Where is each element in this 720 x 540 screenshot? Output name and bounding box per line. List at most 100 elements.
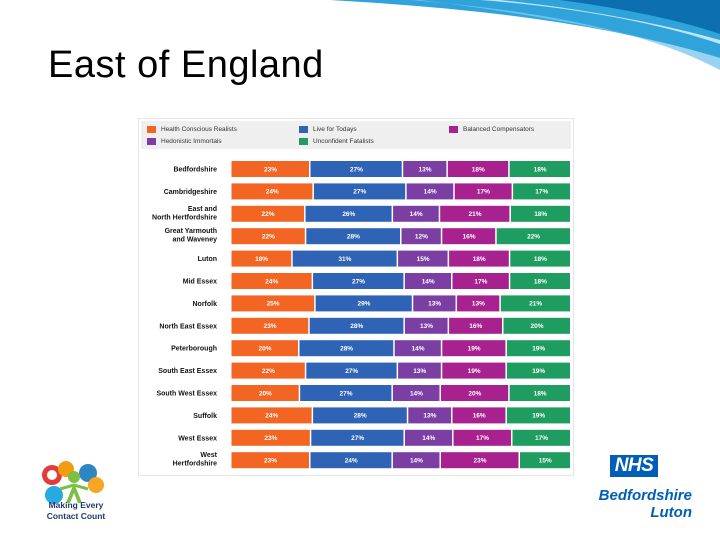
bar-value-label: 23% bbox=[264, 323, 277, 330]
bar-south-east-essex-unconfident-fatalists bbox=[506, 362, 570, 379]
bar-value-label: 16% bbox=[462, 234, 475, 241]
bar-bedfordshire-live-for-todays bbox=[310, 161, 402, 177]
row-label-south-west-essex: South West Essex bbox=[156, 391, 217, 398]
bar-value-label: 15% bbox=[539, 458, 552, 465]
bar-west-hertfordshire-health-conscious-realists bbox=[231, 452, 309, 469]
legend-item-balanced-compensators: Balanced Compensators bbox=[449, 126, 534, 133]
row-label-west-hertfordshire: West Hertfordshire bbox=[173, 452, 218, 468]
bar-value-label: 17% bbox=[535, 189, 548, 196]
bar-value-label: 17% bbox=[535, 435, 548, 442]
bar-bedfordshire-health-conscious-realists bbox=[231, 161, 309, 177]
row-label-suffolk: Suffolk bbox=[193, 413, 217, 420]
bar-value-label: 17% bbox=[474, 278, 487, 285]
bar-value-label: 20% bbox=[530, 323, 543, 330]
bar-value-label: 24% bbox=[266, 189, 279, 196]
bar-value-label: 28% bbox=[340, 346, 353, 353]
bar-cambridgeshire-live-for-todays bbox=[313, 183, 406, 200]
bar-east-and-north-hertfordshire-health-conscious-realists bbox=[231, 205, 305, 222]
bar-luton-unconfident-fatalists bbox=[510, 250, 570, 267]
bar-west-essex-balanced-compensators bbox=[453, 429, 512, 446]
bar-value-label: 23% bbox=[264, 166, 277, 173]
bar-cambridgeshire-unconfident-fatalists bbox=[513, 183, 570, 200]
bar-value-label: 13% bbox=[428, 301, 441, 308]
nhs-logo: NHS bbox=[610, 455, 658, 477]
legend-swatch bbox=[299, 138, 308, 145]
bar-bedfordshire-unconfident-fatalists bbox=[509, 161, 570, 177]
legend-label: Health Conscious Realists bbox=[161, 126, 237, 133]
bar-south-west-essex-unconfident-fatalists bbox=[509, 385, 570, 401]
row-label-norfolk: Norfolk bbox=[193, 301, 218, 308]
bar-south-west-essex-health-conscious-realists bbox=[231, 385, 299, 401]
bar-mid-essex-live-for-todays bbox=[313, 273, 404, 289]
bar-value-label: 14% bbox=[410, 458, 423, 465]
bar-norfolk-hedonistic-immortals bbox=[413, 295, 456, 312]
org-name-line2: Luton bbox=[650, 504, 692, 521]
bar-peterborough-unconfident-fatalists bbox=[506, 340, 570, 357]
bar-mid-essex-health-conscious-realists bbox=[231, 273, 312, 289]
bar-south-west-essex-balanced-compensators bbox=[440, 385, 509, 401]
bar-value-label: 27% bbox=[350, 166, 363, 173]
bar-value-label: 27% bbox=[353, 189, 366, 196]
bar-north-east-essex-balanced-compensators bbox=[449, 317, 502, 334]
bar-value-label: 22% bbox=[262, 234, 275, 241]
bar-cambridgeshire-health-conscious-realists bbox=[231, 183, 313, 200]
bar-mid-essex-unconfident-fatalists bbox=[510, 273, 570, 289]
bar-value-label: 14% bbox=[410, 211, 423, 218]
bar-value-label: 19% bbox=[468, 368, 481, 375]
bar-west-essex-hedonistic-immortals bbox=[404, 429, 453, 446]
bar-value-label: 13% bbox=[413, 368, 426, 375]
bar-west-hertfordshire-hedonistic-immortals bbox=[392, 452, 440, 469]
bar-value-label: 28% bbox=[350, 323, 363, 330]
bar-value-label: 18% bbox=[534, 390, 547, 397]
legend-swatch bbox=[449, 126, 458, 133]
bar-great-yarmouth-and-waveney-balanced-compensators bbox=[442, 228, 496, 245]
bar-norfolk-balanced-compensators bbox=[457, 295, 500, 312]
bar-value-label: 28% bbox=[354, 413, 367, 420]
bar-great-yarmouth-and-waveney-unconfident-fatalists bbox=[496, 228, 570, 245]
legend-item-hedonistic-immortals: Hedonistic Immortals bbox=[147, 138, 222, 145]
bar-value-label: 27% bbox=[351, 435, 364, 442]
chart-plot: Bedfordshire 23% 27% 13% 18% 18% Cambridgeshir… bbox=[152, 161, 570, 469]
bar-east-and-north-hertfordshire-balanced-compensators bbox=[440, 205, 510, 222]
bar-norfolk-live-for-todays bbox=[315, 295, 412, 312]
bar-value-label: 22% bbox=[262, 368, 275, 375]
bar-value-label: 12% bbox=[415, 234, 428, 241]
row-label-west-essex: West Essex bbox=[178, 435, 217, 442]
bar-great-yarmouth-and-waveney-health-conscious-realists bbox=[231, 228, 305, 245]
bar-bedfordshire-balanced-compensators bbox=[447, 161, 509, 177]
org-name-line1: Bedfordshire bbox=[598, 487, 692, 504]
row-label-luton: Luton bbox=[198, 256, 217, 263]
bar-value-label: 18% bbox=[534, 211, 547, 218]
bar-value-label: 19% bbox=[532, 346, 545, 353]
org-name: Bedfordshire Luton bbox=[566, 487, 692, 521]
legend-item-live-for-todays: Live for Todays bbox=[299, 126, 357, 133]
bar-value-label: 23% bbox=[264, 435, 277, 442]
bar-peterborough-hedonistic-immortals bbox=[394, 340, 441, 357]
bar-suffolk-hedonistic-immortals bbox=[408, 407, 451, 424]
nhs-branding: NHS Bedfordshire Luton bbox=[566, 455, 696, 525]
bar-peterborough-balanced-compensators bbox=[442, 340, 506, 357]
bar-value-label: 14% bbox=[424, 189, 437, 196]
bar-value-label: 14% bbox=[422, 435, 435, 442]
bar-value-label: 21% bbox=[529, 301, 542, 308]
bar-luton-balanced-compensators bbox=[449, 250, 509, 267]
bar-suffolk-health-conscious-realists bbox=[231, 407, 312, 424]
bar-peterborough-health-conscious-realists bbox=[231, 340, 298, 357]
bar-east-and-north-hertfordshire-live-for-todays bbox=[305, 205, 392, 222]
bar-value-label: 19% bbox=[532, 413, 545, 420]
bar-south-west-essex-live-for-todays bbox=[300, 385, 392, 401]
mecc-logo-icon bbox=[42, 461, 104, 504]
bar-south-west-essex-hedonistic-immortals bbox=[392, 385, 440, 401]
bar-value-label: 20% bbox=[468, 390, 481, 397]
bar-norfolk-unconfident-fatalists bbox=[500, 295, 570, 312]
bar-value-label: 25% bbox=[267, 301, 280, 308]
row-label-east-and-north-hertfordshire: East and North Hertfordshire bbox=[152, 206, 217, 222]
bar-west-hertfordshire-balanced-compensators bbox=[440, 452, 519, 469]
bar-luton-live-for-todays bbox=[292, 250, 397, 267]
bar-norfolk-health-conscious-realists bbox=[231, 295, 315, 312]
bar-north-east-essex-hedonistic-immortals bbox=[404, 317, 448, 334]
bar-south-east-essex-hedonistic-immortals bbox=[398, 362, 441, 379]
bar-great-yarmouth-and-waveney-hedonistic-immortals bbox=[401, 228, 441, 245]
bar-value-label: 15% bbox=[417, 256, 430, 263]
header-swoosh-decoration bbox=[330, 0, 720, 70]
